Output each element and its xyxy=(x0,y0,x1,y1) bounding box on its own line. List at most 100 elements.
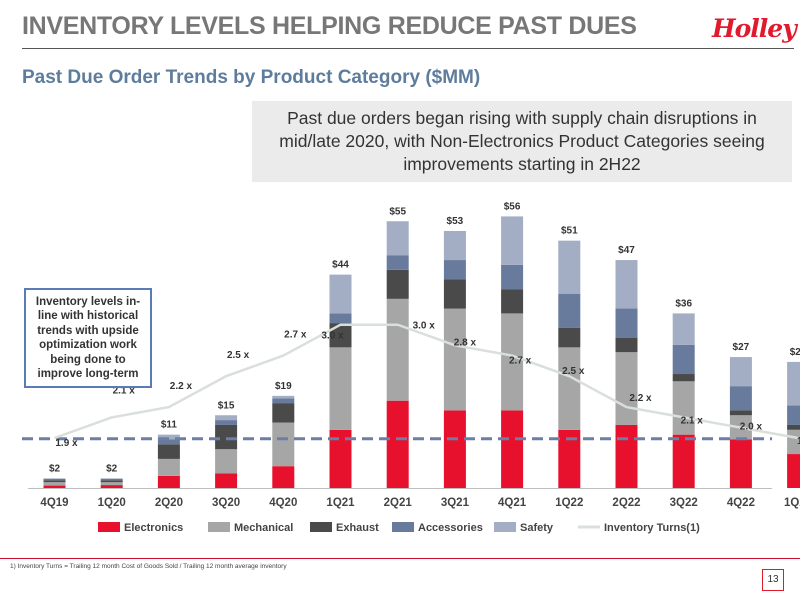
turns-label-3q21: 2.8 x xyxy=(454,337,477,348)
bar-safety-4q21 xyxy=(501,216,524,265)
total-label-4q21: $56 xyxy=(504,201,521,212)
legend-label-inventory-turns-1: Inventory Turns(1) xyxy=(604,522,700,534)
turns-label-2q20: 2.2 x xyxy=(170,381,193,392)
bar-electronics-1q21 xyxy=(329,429,352,488)
total-label-3q20: $15 xyxy=(218,400,235,411)
past-due-chart: $2 4Q19 $2 1Q20 $11 2Q20 $15 3Q20 $19 4Q20 $44 1Q21… xyxy=(22,201,800,534)
legend-swatch-mechanical xyxy=(208,522,230,532)
bar-mechanical-3q21 xyxy=(443,308,466,411)
x-tick-3q20: 3Q20 xyxy=(212,497,240,509)
title-divider xyxy=(22,48,794,49)
bar-exhaust-1q21 xyxy=(329,323,352,348)
footer-divider xyxy=(0,558,800,559)
bar-electronics-3q21 xyxy=(443,410,466,488)
legend-label-mechanical: Mechanical xyxy=(234,522,293,534)
bar-accessories-4q22 xyxy=(729,386,752,411)
bar-exhaust-3q22 xyxy=(672,374,695,382)
turns-label-1q21: 3.0 x xyxy=(321,331,344,342)
bar-exhaust-1q22 xyxy=(558,327,581,348)
bar-accessories-1q20 xyxy=(100,478,123,481)
bar-safety-2q22 xyxy=(615,260,638,309)
bar-electronics-4q20 xyxy=(272,466,295,488)
x-tick-2q22: 2Q22 xyxy=(612,497,640,509)
total-label-2q20: $11 xyxy=(161,420,178,431)
x-tick-2q20: 2Q20 xyxy=(155,497,183,509)
bar-electronics-4q21 xyxy=(501,410,524,488)
bar-safety-3q20 xyxy=(215,415,238,421)
bar-accessories-2q22 xyxy=(615,308,638,338)
bar-electronics-2q21 xyxy=(386,400,409,488)
legend-label-exhaust: Exhaust xyxy=(336,522,379,534)
turns-label-3q20: 2.5 x xyxy=(227,350,250,361)
legend-swatch-electronics xyxy=(98,522,120,532)
total-label-2q21: $55 xyxy=(389,206,406,217)
bar-electronics-3q20 xyxy=(215,473,238,488)
total-label-1q23: $26 xyxy=(790,347,800,358)
total-label-3q22: $36 xyxy=(675,298,692,309)
bar-mechanical-4q21 xyxy=(501,313,524,411)
bar-accessories-4q19 xyxy=(43,478,66,481)
legend-swatch-exhaust xyxy=(310,522,332,532)
turns-label-2q22: 2.2 x xyxy=(629,393,652,404)
x-tick-1q23: 1Q23 xyxy=(784,497,800,509)
bar-exhaust-1q23 xyxy=(787,424,800,430)
inventory-note-box: Inventory levels in-line with historical… xyxy=(24,288,152,388)
bar-mechanical-4q19 xyxy=(43,482,66,486)
bar-accessories-1q21 xyxy=(329,313,352,324)
bar-mechanical-4q20 xyxy=(272,422,295,467)
bar-accessories-2q20 xyxy=(157,439,180,445)
bar-electronics-4q22 xyxy=(729,439,752,488)
bar-mechanical-2q21 xyxy=(386,298,409,401)
bar-electronics-2q20 xyxy=(157,475,180,488)
bar-accessories-1q22 xyxy=(558,294,581,328)
chart-subtitle: Past Due Order Trends by Product Categor… xyxy=(22,67,481,88)
x-tick-4q19: 4Q19 xyxy=(40,497,68,509)
footnote: 1) Inventory Turns = Trailing 12 month C… xyxy=(10,563,287,570)
bar-safety-4q20 xyxy=(272,395,295,399)
bar-mechanical-1q21 xyxy=(329,347,352,430)
total-label-4q20: $19 xyxy=(275,381,292,392)
turns-label-1q22: 2.5 x xyxy=(562,366,585,377)
bar-mechanical-1q20 xyxy=(100,482,123,486)
bar-exhaust-4q21 xyxy=(501,289,524,314)
turns-label-3q22: 2.1 x xyxy=(681,415,704,426)
legend-swatch-safety xyxy=(494,522,516,532)
x-tick-3q21: 3Q21 xyxy=(441,497,470,509)
bar-safety-3q21 xyxy=(443,230,466,261)
total-label-1q21: $44 xyxy=(332,260,349,271)
bar-electronics-1q20 xyxy=(100,485,123,488)
turns-label-2q21: 3.0 x xyxy=(413,321,436,332)
bar-safety-1q21 xyxy=(329,274,352,314)
turns-label-4q22: 2.0 x xyxy=(740,422,763,433)
legend-label-electronics: Electronics xyxy=(124,522,183,534)
bar-exhaust-1q20 xyxy=(100,480,123,483)
page-title: INVENTORY LEVELS HELPING REDUCE PAST DUE… xyxy=(22,12,637,40)
total-label-3q21: $53 xyxy=(447,216,464,227)
inventory-turns-line xyxy=(54,323,799,440)
bar-safety-1q23 xyxy=(787,361,800,406)
bar-exhaust-2q21 xyxy=(386,269,409,299)
x-tick-4q20: 4Q20 xyxy=(269,497,297,509)
turns-label-4q21: 2.7 x xyxy=(509,356,532,367)
total-label-1q20: $2 xyxy=(106,463,118,474)
bar-accessories-3q20 xyxy=(215,420,238,425)
turns-label-1q23: 1.9 x xyxy=(797,436,800,447)
bar-accessories-3q21 xyxy=(443,260,466,280)
x-tick-1q22: 1Q22 xyxy=(555,497,583,509)
x-tick-2q21: 2Q21 xyxy=(384,497,413,509)
x-tick-3q22: 3Q22 xyxy=(670,497,698,509)
bar-mechanical-3q20 xyxy=(215,449,238,474)
turns-label-4q20: 2.7 x xyxy=(284,330,307,341)
bar-electronics-1q23 xyxy=(787,454,800,488)
bar-safety-4q22 xyxy=(729,357,752,387)
bar-mechanical-2q20 xyxy=(157,458,180,476)
bar-mechanical-1q22 xyxy=(558,347,581,430)
bar-safety-2q20 xyxy=(157,434,180,440)
bar-exhaust-4q22 xyxy=(729,410,752,416)
bar-safety-3q22 xyxy=(672,313,695,345)
bar-electronics-1q22 xyxy=(558,429,581,488)
bar-accessories-3q22 xyxy=(672,344,695,375)
x-tick-4q21: 4Q21 xyxy=(498,497,527,509)
total-label-4q22: $27 xyxy=(733,342,750,353)
bar-exhaust-3q20 xyxy=(215,424,238,450)
